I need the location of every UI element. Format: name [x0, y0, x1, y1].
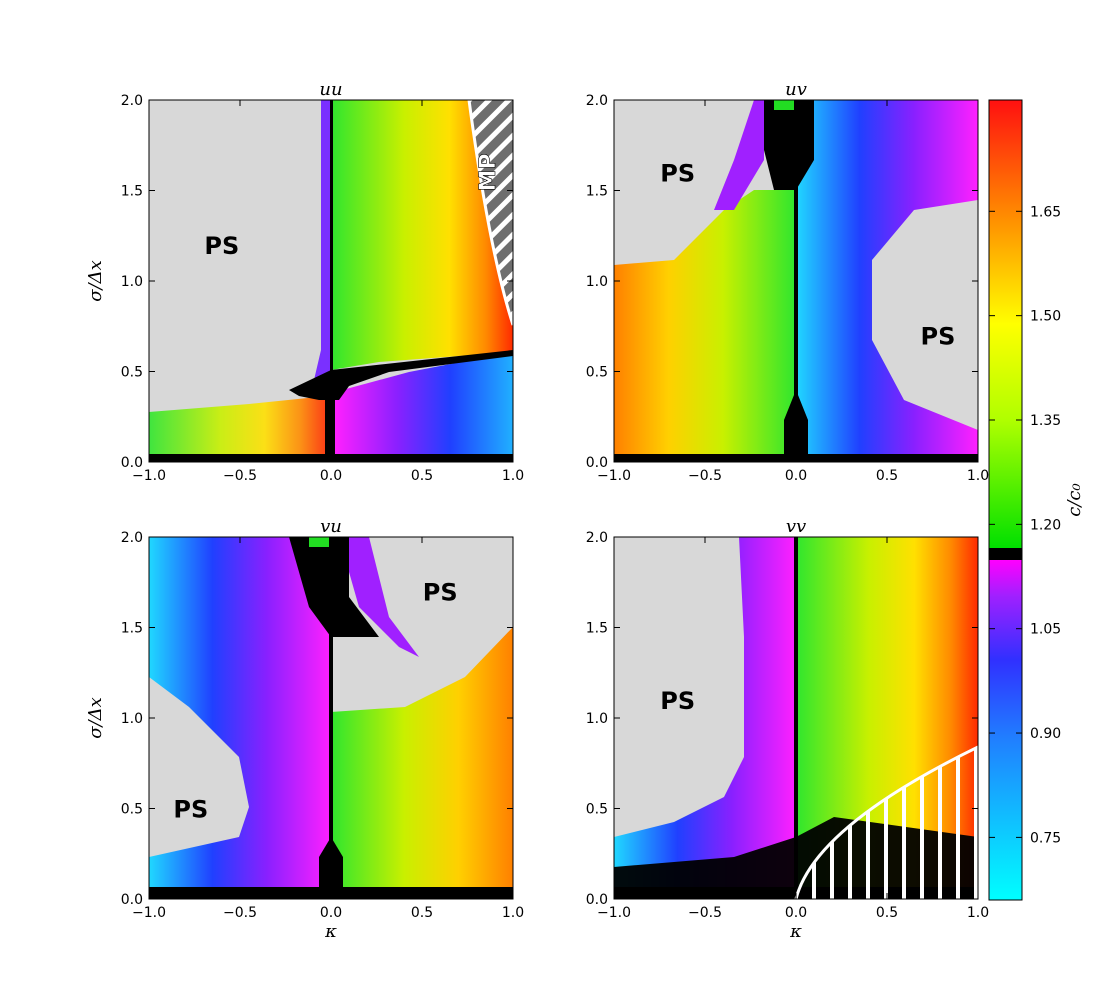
x-tick-label-uu: 0.0 [320, 468, 342, 484]
y-tick-label-uu: 1.5 [121, 184, 143, 200]
y-tick-label-uu: 0.5 [121, 365, 143, 381]
colorbar-tick-label: 1.05 [1030, 622, 1061, 638]
colorbar [988, 99, 1023, 901]
panel-title-vu: vu [320, 516, 342, 537]
y-tick-label-vv: 1.5 [586, 621, 608, 637]
y-tick-label-vv: 0.5 [586, 802, 608, 818]
x-tick-label-vu: 0.5 [411, 905, 433, 921]
x-tick-label-uu: −0.5 [223, 468, 257, 484]
heatmap-vv [614, 537, 978, 899]
y-tick-label-vu: 2.0 [121, 530, 143, 546]
x-tick-label-vv: 0.0 [785, 905, 807, 921]
region-label-ps: PS [423, 578, 458, 606]
panel-vu [148, 536, 514, 900]
x-axis-label-vv: κ [789, 921, 802, 942]
colorbar-tick-label: 0.90 [1030, 726, 1061, 742]
y-tick-label-uv: 2.0 [586, 93, 608, 109]
heatmap-vu [149, 537, 513, 899]
region-label-mp: MP [476, 153, 501, 191]
panel-uu [148, 99, 514, 463]
heatmap-uv [614, 100, 978, 462]
y-tick-label-vu: 1.0 [121, 711, 143, 727]
colorbar-tick-label: 1.65 [1030, 204, 1061, 220]
panel-uv [613, 99, 979, 463]
x-tick-label-vu: 1.0 [502, 905, 524, 921]
y-tick-label-uv: 0.0 [586, 455, 608, 471]
y-tick-label-vv: 2.0 [586, 530, 608, 546]
hatched-region [796, 747, 978, 899]
colorbar-tick-label: 1.50 [1030, 309, 1061, 325]
region-label-ps: PS [660, 687, 695, 715]
y-tick-label-uu: 1.0 [121, 274, 143, 290]
x-tick-label-uv: 0.5 [876, 468, 898, 484]
y-tick-label-uv: 0.5 [586, 365, 608, 381]
heatmap-uu [149, 100, 513, 462]
x-tick-label-uu: 1.0 [502, 468, 524, 484]
panel-title-vv: vv [786, 516, 806, 537]
x-tick-label-vv: −1.0 [597, 905, 631, 921]
y-tick-label-vu: 1.5 [121, 621, 143, 637]
colorbar-label: c/c₀ [1064, 483, 1085, 516]
colorbar-ticks: 0.75 0.90 1.05 1.20 1.35 1.50 1.65 c/c₀ [989, 204, 1085, 846]
panel-title-uu: uu [319, 79, 342, 100]
y-tick-label-uv: 1.0 [586, 274, 608, 290]
colorbar-gradient [988, 99, 1023, 901]
x-axis-label-vu: κ [324, 921, 337, 942]
x-tick-label-vu: −1.0 [132, 905, 166, 921]
x-tick-label-vv: 1.0 [967, 905, 989, 921]
colorbar-tick-label: 1.20 [1030, 517, 1061, 533]
y-tick-label-vu: 0.5 [121, 802, 143, 818]
x-tick-label-uv: 0.0 [785, 468, 807, 484]
y-tick-label-uu: 2.0 [121, 93, 143, 109]
x-tick-label-uv: 1.0 [967, 468, 989, 484]
panel-vv [613, 536, 979, 900]
region-label-ps: PS [204, 232, 239, 260]
region-label-ps: PS [660, 159, 695, 187]
labels-layer: uu −1.0 −0.5 0.0 0.5 1.0 0.0 0.5 1.0 1.5 2.0 σ/Δx PS… [85, 79, 989, 942]
x-tick-label-uu: 0.5 [411, 468, 433, 484]
y-tick-label-vv: 1.0 [586, 711, 608, 727]
mp-region [469, 100, 513, 325]
x-tick-label-vv: −0.5 [688, 905, 722, 921]
panel-title-uv: uv [785, 79, 807, 100]
region-label-ps: PS [173, 796, 208, 824]
y-axis-label-uu: σ/Δx [85, 260, 106, 302]
colorbar-tick-label: 0.75 [1030, 830, 1061, 846]
colorbar-tick-label: 1.35 [1030, 413, 1061, 429]
x-tick-label-uu: −1.0 [132, 468, 166, 484]
x-tick-label-vv: 0.5 [876, 905, 898, 921]
y-tick-label-vu: 0.0 [121, 892, 143, 908]
y-tick-label-uv: 1.5 [586, 184, 608, 200]
y-tick-label-uu: 0.0 [121, 455, 143, 471]
x-tick-label-uv: −1.0 [597, 468, 631, 484]
x-tick-label-vu: 0.0 [320, 905, 342, 921]
region-label-ps: PS [921, 322, 956, 350]
axes-layer [148, 99, 979, 900]
x-tick-label-vu: −0.5 [223, 905, 257, 921]
y-tick-label-vv: 0.0 [586, 892, 608, 908]
x-tick-label-uv: −0.5 [688, 468, 722, 484]
y-axis-label-vu: σ/Δx [85, 697, 106, 739]
